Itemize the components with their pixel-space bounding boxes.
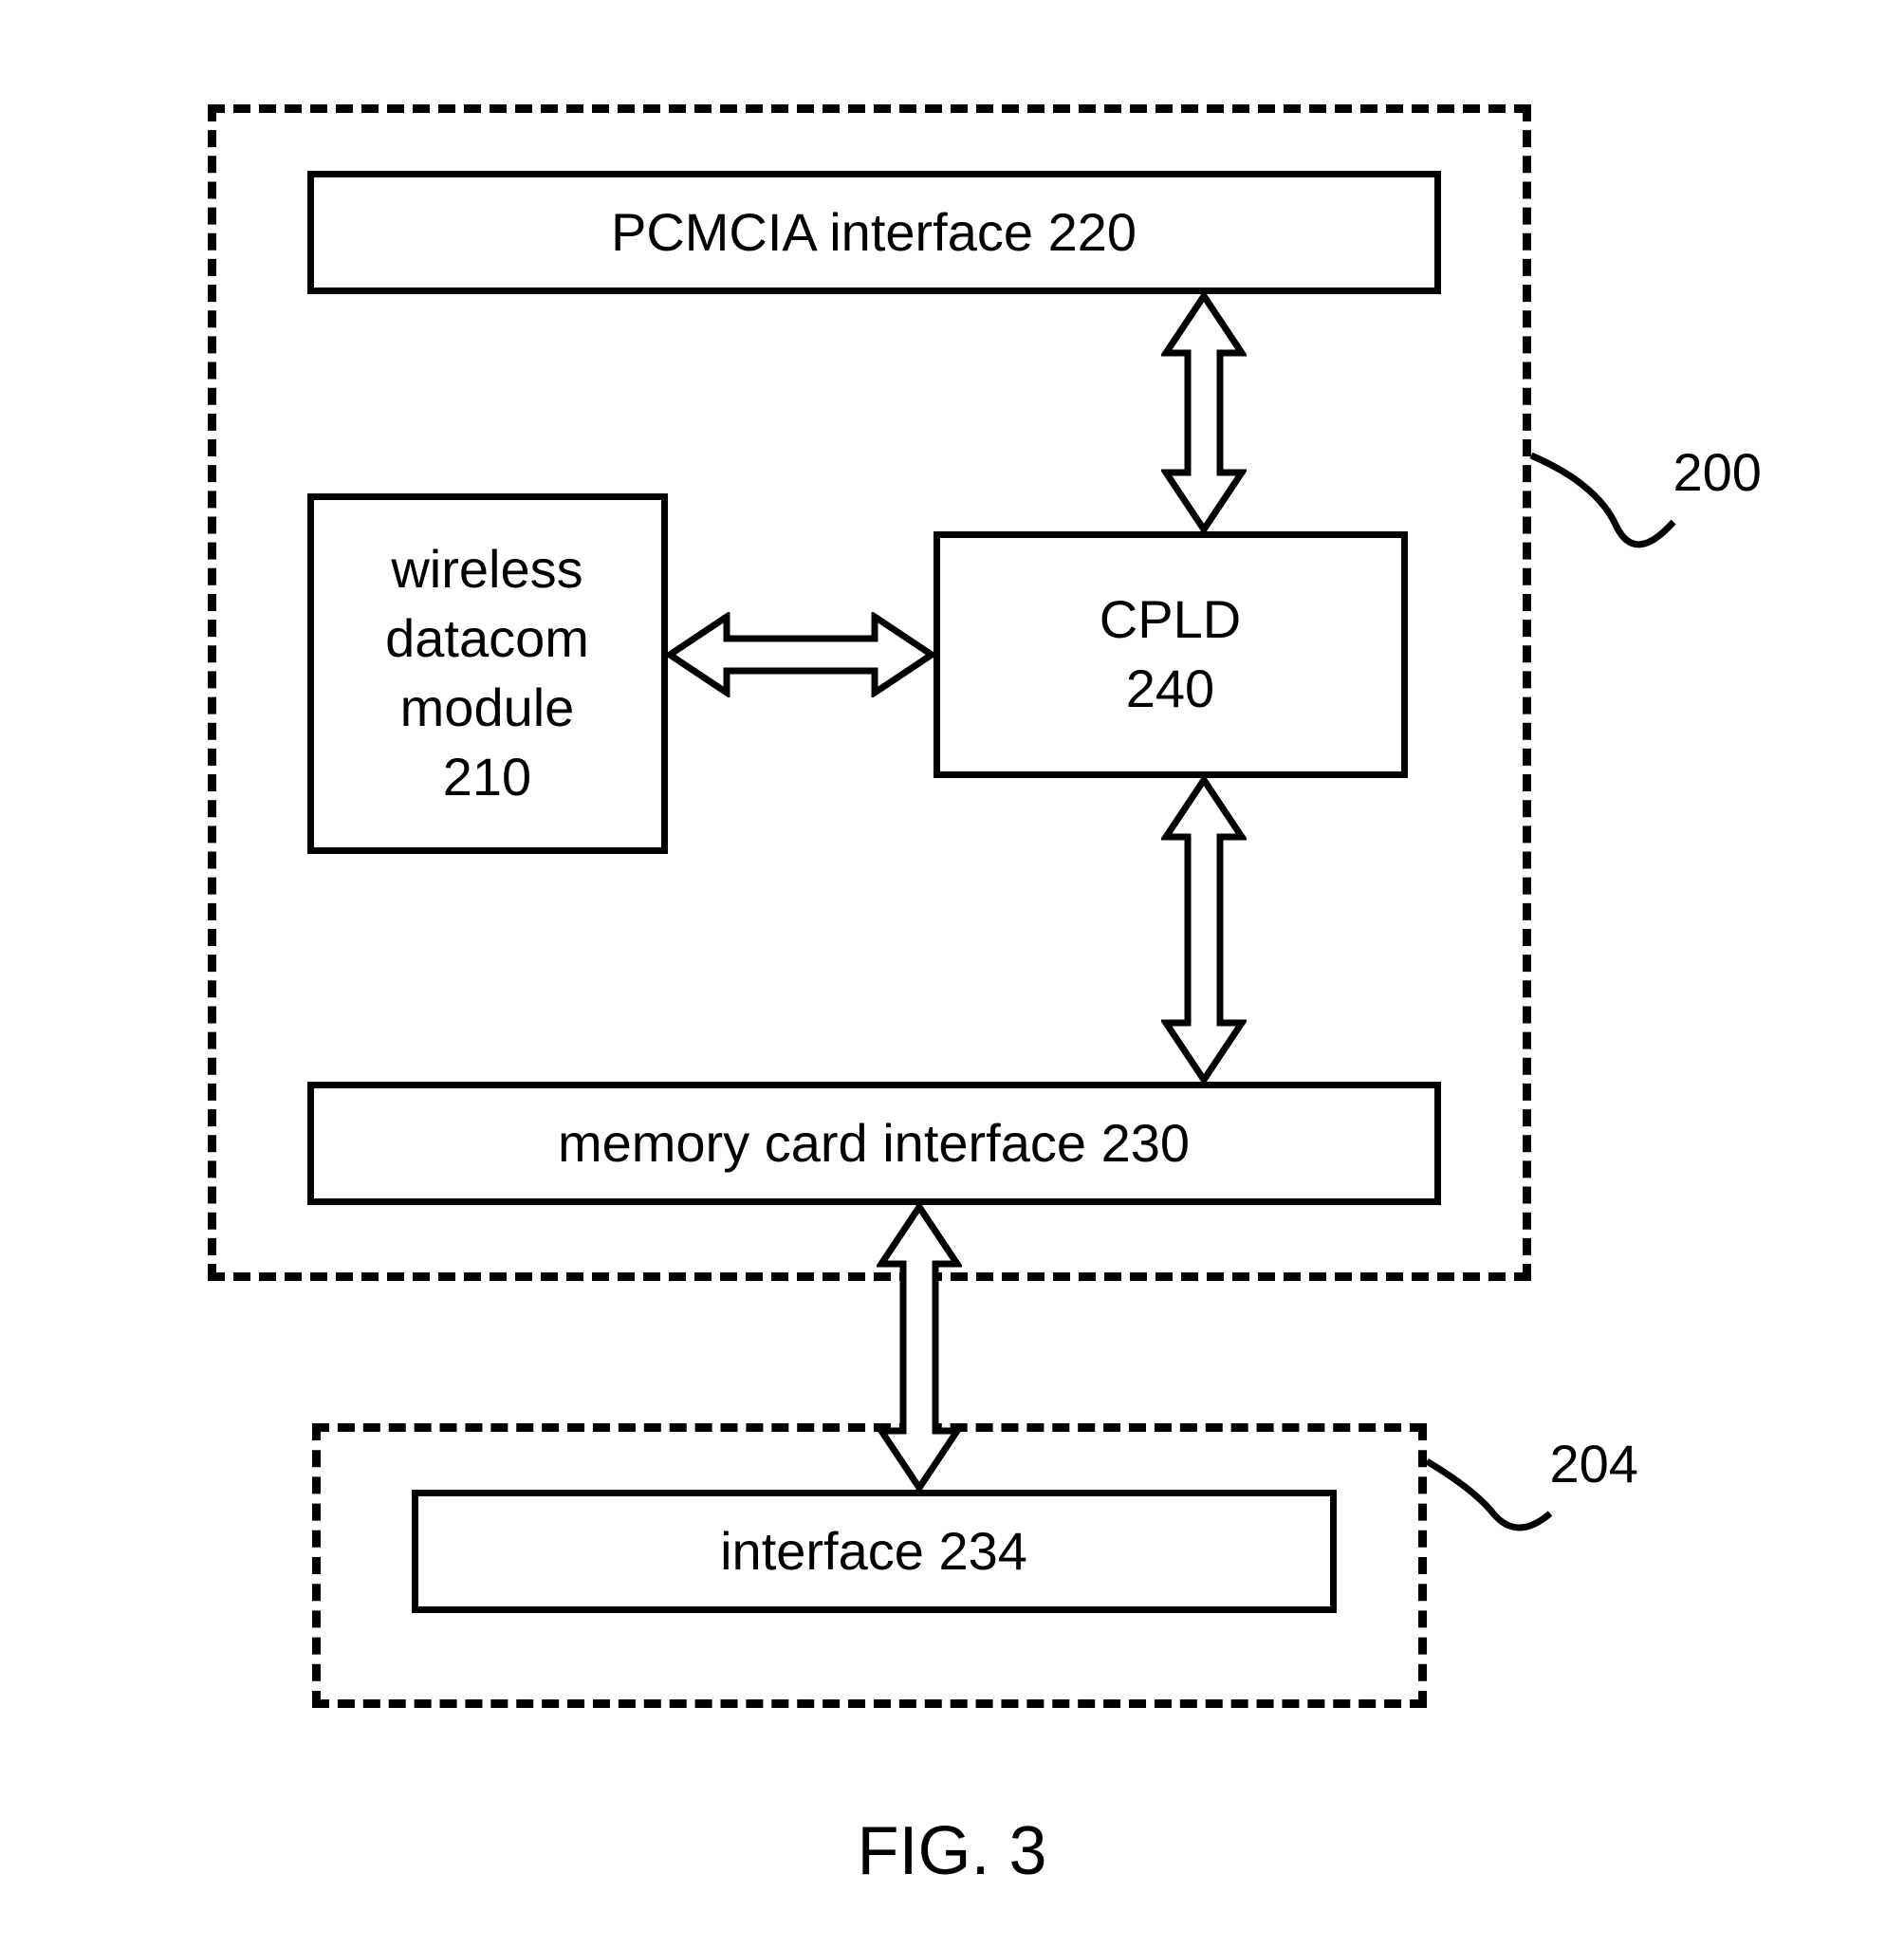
arrow-cpld-mem <box>1161 778 1247 1082</box>
block-label: PCMCIA interface 220 <box>611 198 1137 268</box>
ref-label-200: 200 <box>1673 441 1762 503</box>
block-label: interface 234 <box>720 1517 1027 1586</box>
ref-label-204: 204 <box>1550 1433 1638 1494</box>
figure-caption: FIG. 3 <box>857 1812 1046 1890</box>
diagram-canvas: PCMCIA interface 220 wireless datacom mo… <box>42 38 1863 1907</box>
block-wireless-datacom-module: wireless datacom module 210 <box>307 493 668 854</box>
arrow-mem-iface <box>877 1205 962 1490</box>
block-pcmcia-interface: PCMCIA interface 220 <box>307 171 1441 294</box>
block-label: memory card interface 230 <box>558 1109 1190 1178</box>
block-memory-card-interface: memory card interface 230 <box>307 1082 1441 1205</box>
block-interface-234: interface 234 <box>412 1490 1337 1613</box>
arrow-pcmcia-cpld <box>1161 294 1247 531</box>
block-label: wireless datacom module 210 <box>385 535 589 811</box>
block-cpld: CPLD 240 <box>934 531 1408 778</box>
arrow-wireless-cpld <box>668 612 934 697</box>
block-label: CPLD 240 <box>1100 585 1241 724</box>
